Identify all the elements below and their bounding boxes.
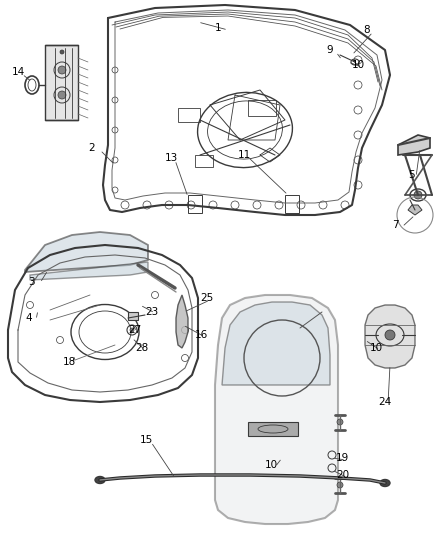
Bar (128, 312, 138, 320)
Text: 16: 16 (195, 330, 208, 340)
Text: 8: 8 (363, 25, 370, 35)
Bar (178, 108, 200, 122)
Circle shape (385, 330, 395, 340)
Bar (248, 422, 298, 436)
Text: 25: 25 (200, 293, 213, 303)
Text: 28: 28 (135, 343, 148, 353)
Text: 1: 1 (215, 23, 222, 33)
Circle shape (414, 191, 422, 199)
Text: 11: 11 (238, 150, 251, 160)
Text: 15: 15 (140, 435, 153, 445)
Bar (248, 100, 276, 116)
Ellipse shape (95, 477, 105, 483)
Polygon shape (45, 45, 78, 120)
Bar (188, 195, 202, 213)
Text: 19: 19 (336, 453, 349, 463)
Text: 20: 20 (336, 470, 349, 480)
Polygon shape (30, 262, 148, 280)
Bar (285, 195, 299, 213)
Polygon shape (25, 232, 148, 272)
Polygon shape (398, 135, 430, 155)
Text: 10: 10 (265, 460, 278, 470)
Circle shape (58, 91, 66, 99)
Circle shape (130, 328, 134, 332)
Circle shape (60, 50, 64, 54)
Text: 10: 10 (370, 343, 383, 353)
Text: 14: 14 (12, 67, 25, 77)
Text: 2: 2 (88, 143, 95, 153)
Circle shape (58, 66, 66, 74)
Circle shape (337, 419, 343, 425)
Text: 3: 3 (28, 277, 35, 287)
Text: 7: 7 (392, 220, 399, 230)
Text: 10: 10 (352, 60, 365, 70)
Text: 4: 4 (25, 313, 32, 323)
Polygon shape (215, 295, 338, 524)
Bar (195, 155, 213, 167)
Polygon shape (408, 205, 422, 215)
Text: 27: 27 (128, 325, 141, 335)
Polygon shape (365, 305, 415, 368)
Text: 5: 5 (408, 170, 415, 180)
Ellipse shape (380, 480, 390, 487)
Text: 13: 13 (165, 153, 178, 163)
Polygon shape (176, 295, 188, 348)
Text: 24: 24 (378, 397, 391, 407)
Text: 23: 23 (145, 307, 158, 317)
Polygon shape (222, 302, 330, 385)
Text: 9: 9 (326, 45, 332, 55)
Text: 18: 18 (63, 357, 76, 367)
Circle shape (337, 482, 343, 488)
